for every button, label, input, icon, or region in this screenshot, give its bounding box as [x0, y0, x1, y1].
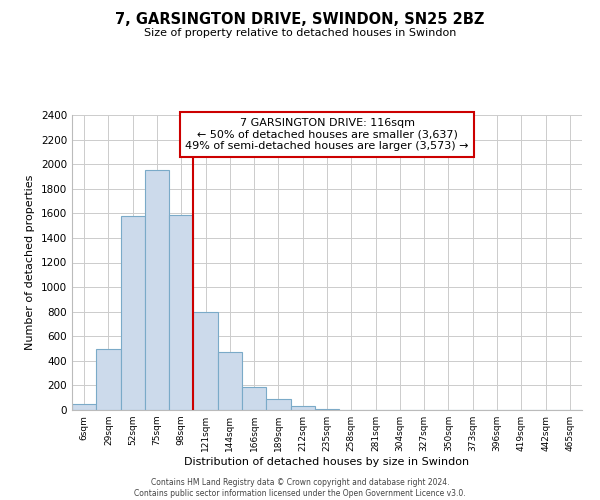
Text: Contains HM Land Registry data © Crown copyright and database right 2024.
Contai: Contains HM Land Registry data © Crown c…: [134, 478, 466, 498]
Bar: [72, 404, 96, 410]
Bar: [266, 399, 290, 410]
Bar: [121, 216, 145, 410]
Bar: [193, 312, 218, 410]
Bar: [290, 406, 315, 410]
Bar: [169, 214, 193, 410]
Bar: [96, 348, 121, 410]
Bar: [242, 386, 266, 410]
Bar: [145, 170, 169, 410]
Text: 7 GARSINGTON DRIVE: 116sqm
← 50% of detached houses are smaller (3,637)
49% of s: 7 GARSINGTON DRIVE: 116sqm ← 50% of deta…: [185, 118, 469, 151]
Text: 7, GARSINGTON DRIVE, SWINDON, SN25 2BZ: 7, GARSINGTON DRIVE, SWINDON, SN25 2BZ: [115, 12, 485, 28]
Text: Size of property relative to detached houses in Swindon: Size of property relative to detached ho…: [144, 28, 456, 38]
Bar: [218, 352, 242, 410]
Y-axis label: Number of detached properties: Number of detached properties: [25, 175, 35, 350]
X-axis label: Distribution of detached houses by size in Swindon: Distribution of detached houses by size …: [184, 457, 470, 467]
